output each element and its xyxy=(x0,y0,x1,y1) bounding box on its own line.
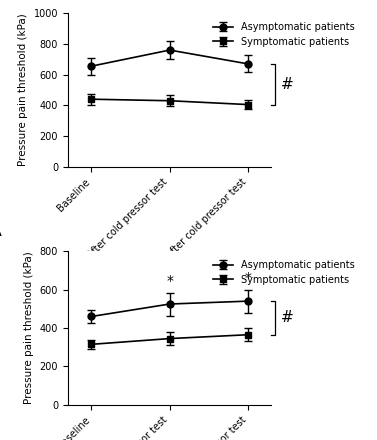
Legend: Asymptomatic patients, Symptomatic patients: Asymptomatic patients, Symptomatic patie… xyxy=(210,18,358,51)
Text: *: * xyxy=(244,271,251,285)
Y-axis label: Pressure pain threshold (kPa): Pressure pain threshold (kPa) xyxy=(24,252,34,404)
Y-axis label: Pressure pain threshold (kPa): Pressure pain threshold (kPa) xyxy=(18,14,28,166)
Text: A: A xyxy=(0,225,1,239)
Text: #: # xyxy=(281,77,294,92)
Legend: Asymptomatic patients, Symptomatic patients: Asymptomatic patients, Symptomatic patie… xyxy=(210,256,358,289)
Text: *: * xyxy=(166,274,173,288)
Text: #: # xyxy=(281,311,294,326)
